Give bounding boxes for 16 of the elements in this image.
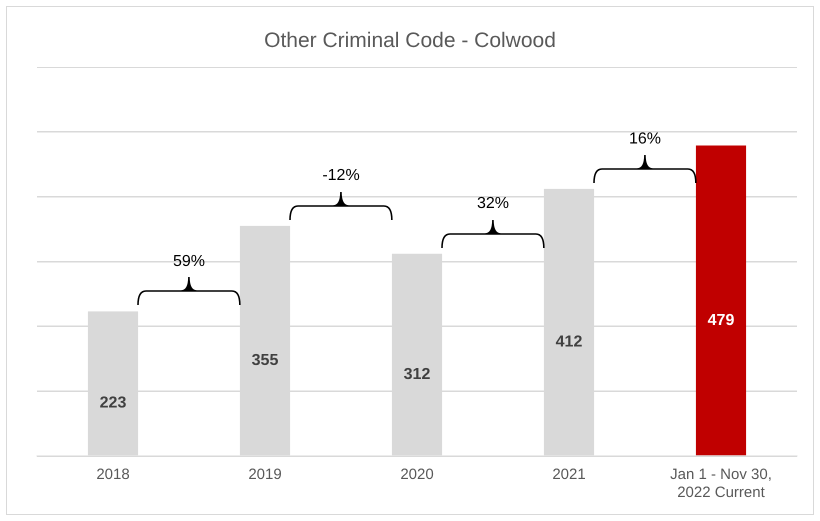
x-tick-label: 2021 [552, 466, 586, 484]
data-label: 223 [100, 394, 126, 412]
data-label: 412 [556, 333, 582, 350]
chart-title: Other Criminal Code - Colwood [263, 29, 557, 53]
data-label: 479 [708, 312, 734, 329]
x-tick-label: Jan 1 - Nov 30, 2022 Current [670, 466, 772, 502]
annotation: -12% [322, 167, 360, 184]
x-tick-label: 2020 [400, 466, 434, 484]
x-tick-label: 2019 [248, 466, 282, 484]
annotation: 59% [172, 252, 206, 270]
data-label: 312 [404, 366, 430, 383]
annotation: 16% [628, 130, 662, 148]
data-label: 355 [252, 352, 278, 369]
bar [696, 145, 746, 456]
annotation: 32% [476, 195, 510, 212]
x-tick-label: 2018 [96, 466, 130, 484]
